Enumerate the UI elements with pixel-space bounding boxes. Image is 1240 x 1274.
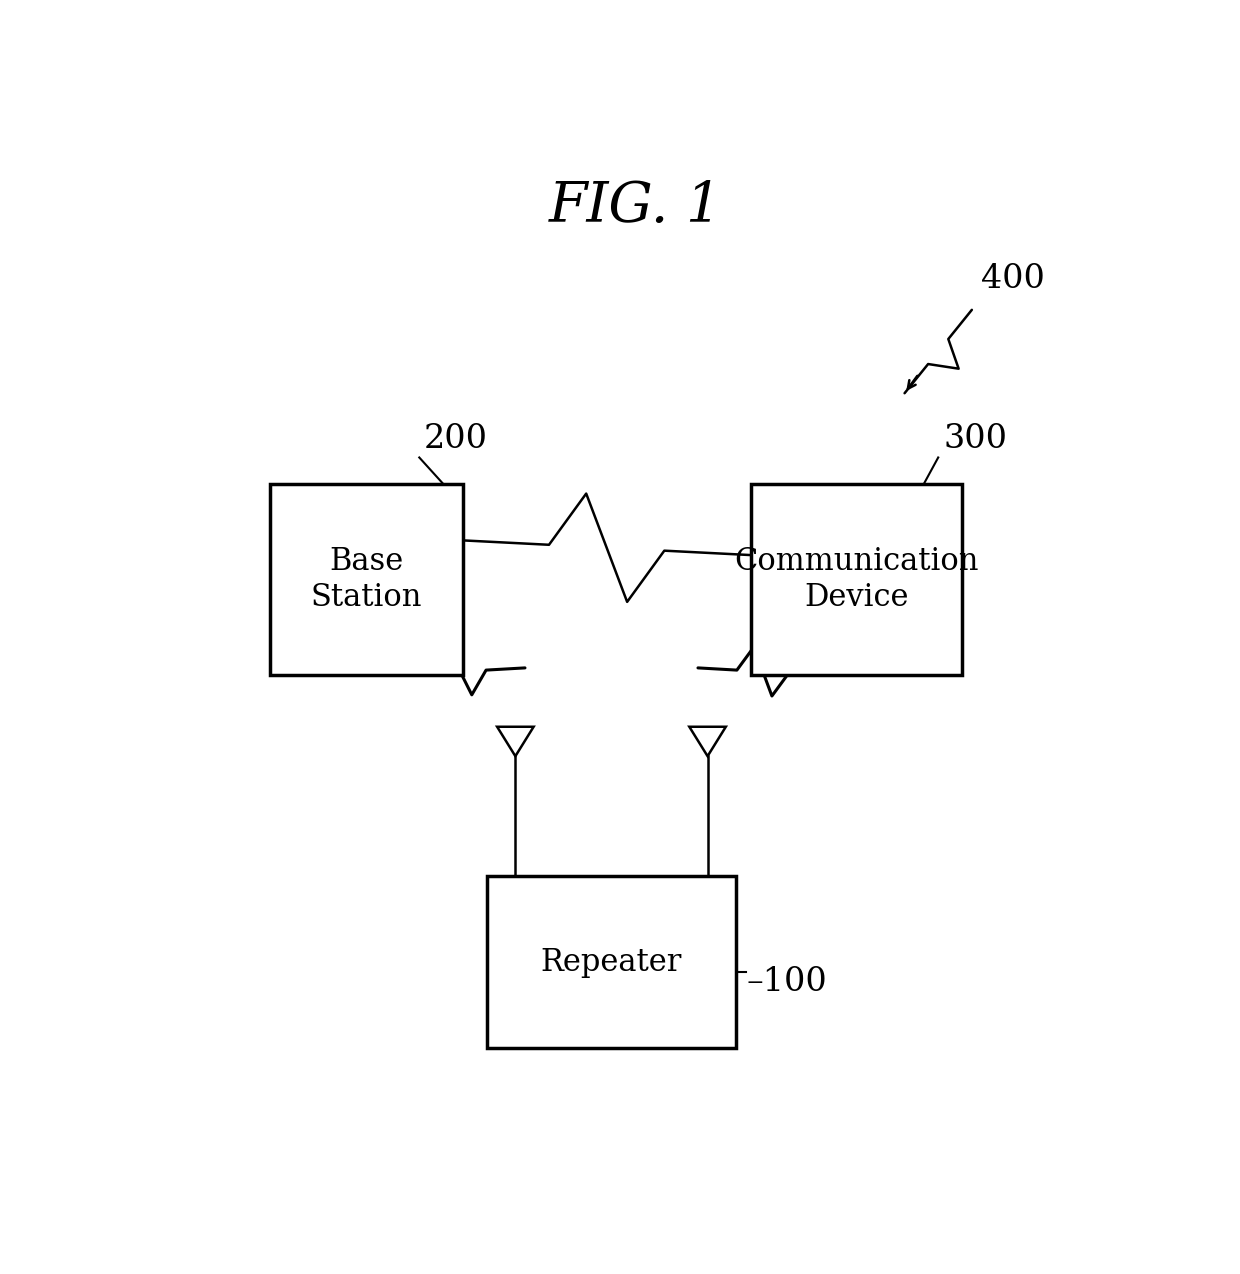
Text: 300: 300 (942, 423, 1007, 455)
Text: –100: –100 (746, 966, 827, 998)
Bar (486, 877, 737, 1049)
Text: Repeater: Repeater (541, 947, 682, 977)
Text: FIG. 1: FIG. 1 (549, 180, 722, 234)
Text: Communication
Device: Communication Device (734, 547, 978, 613)
Bar (270, 484, 463, 675)
Text: Base
Station: Base Station (311, 547, 422, 613)
Text: 200: 200 (424, 423, 489, 455)
Text: 400: 400 (982, 264, 1045, 296)
Bar (751, 484, 962, 675)
